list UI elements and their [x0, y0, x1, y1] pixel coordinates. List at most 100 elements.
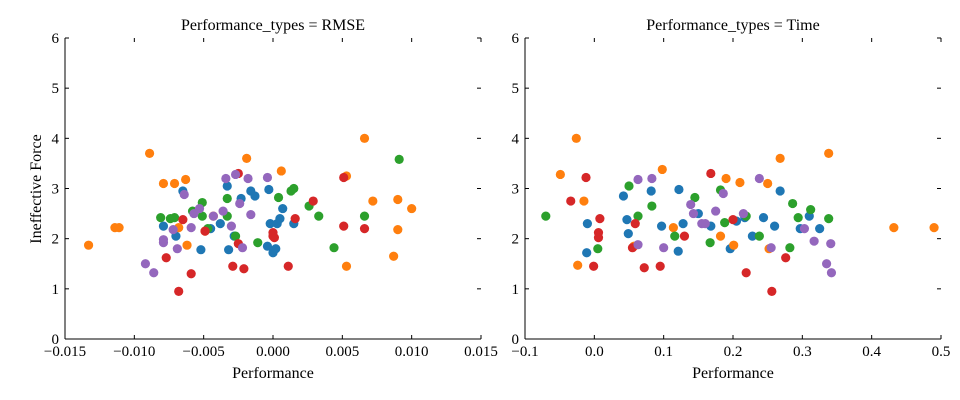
data-point-orange [824, 148, 834, 158]
data-point-purple [647, 173, 657, 184]
data-point-green [793, 212, 803, 223]
data-point-red [581, 172, 591, 183]
data-point-orange [242, 153, 252, 163]
data-point-purple [822, 259, 832, 269]
x-tick-label-rmse: −0.005 [183, 344, 225, 360]
data-point-red [741, 268, 751, 278]
data-point-green [230, 231, 241, 241]
data-point-purple [218, 206, 228, 216]
data-point-red [595, 214, 605, 224]
panel-title-time: Performance_types = Time [646, 17, 819, 34]
y-tick-label-rmse: 4 [52, 131, 60, 147]
data-point-red [283, 261, 293, 271]
y-axis-title: Ineffective Force [28, 134, 45, 243]
data-point-purple [194, 203, 205, 214]
data-point-green [624, 181, 634, 191]
data-point-red [228, 261, 238, 271]
data-point-orange [368, 196, 378, 206]
data-point-orange [555, 169, 565, 180]
data-point-red [308, 196, 318, 206]
data-point-orange [735, 177, 745, 188]
data-point-red [593, 233, 604, 243]
data-point-orange [715, 231, 726, 241]
y-tick-label-rmse: 0 [52, 332, 60, 348]
data-point-blue [656, 221, 667, 231]
data-point-purple [172, 244, 182, 254]
data-point-green [705, 238, 715, 248]
data-point-purple [633, 240, 643, 250]
data-point-green [720, 218, 730, 228]
data-point-purple [221, 173, 231, 184]
data-point-purple [826, 268, 837, 278]
data-point-purple [688, 208, 699, 219]
data-point-blue [618, 191, 629, 201]
data-point-green [824, 214, 834, 224]
data-point-orange [729, 240, 739, 250]
y-tick-label-time: 6 [512, 31, 520, 47]
data-point-purple [659, 243, 669, 253]
data-point-orange [393, 225, 403, 235]
y-tick-label-time: 3 [512, 182, 520, 198]
data-point-green [647, 201, 657, 211]
data-point-red [239, 264, 249, 274]
panel-title-rmse: Performance_types = RMSE [181, 17, 365, 34]
data-point-red [174, 286, 184, 296]
data-point-orange [657, 164, 667, 175]
data-point-purple [140, 259, 151, 269]
y-tick-label-time: 1 [512, 282, 520, 298]
data-point-green [670, 231, 680, 241]
panel-rmse: Performance_types = RMSE Performance Ine… [28, 17, 498, 382]
data-point-orange [389, 251, 399, 261]
data-point-red [161, 253, 171, 263]
x-tick-label-rmse: 0.000 [256, 344, 290, 360]
data-point-red [359, 224, 370, 234]
data-point-blue [278, 203, 288, 214]
data-point-purple [766, 243, 776, 253]
x-tick-label-time: 0.1 [654, 344, 673, 360]
x-tick-label-rmse: −0.010 [113, 344, 155, 360]
data-point-purple [809, 236, 819, 246]
data-point-blue [264, 184, 274, 195]
data-point-blue [673, 246, 683, 256]
data-point-blue [758, 212, 769, 223]
data-point-red [655, 261, 665, 271]
data-point-blue [674, 184, 684, 195]
x-tick-label-time: 0.3 [793, 344, 812, 360]
data-point-blue [262, 241, 273, 251]
data-point-blue [582, 219, 593, 229]
data-point-blue [622, 215, 632, 225]
data-point-purple [208, 211, 218, 221]
data-point-orange [721, 173, 731, 184]
data-point-purple [179, 189, 189, 200]
data-point-green [273, 192, 284, 203]
data-point-red [269, 233, 279, 243]
data-point-orange [763, 178, 773, 189]
y-tick-label-rmse: 2 [52, 232, 60, 248]
data-point-purple [754, 173, 764, 184]
data-point-orange [144, 148, 155, 158]
data-point-green [253, 238, 263, 248]
data-point-green [394, 154, 404, 165]
data-point-purple [711, 206, 721, 216]
data-point-orange [393, 194, 403, 205]
y-tick-label-time: 5 [512, 81, 520, 97]
data-point-orange [276, 166, 286, 176]
x-tick-label-time: −0.1 [511, 344, 538, 360]
data-point-purple [186, 223, 196, 233]
data-point-red [679, 231, 690, 241]
data-point-orange [169, 178, 180, 189]
data-point-green [785, 243, 795, 253]
data-point-green [754, 231, 764, 241]
data-point-red [639, 263, 649, 273]
data-point-purple [738, 208, 749, 219]
data-point-blue [815, 224, 825, 234]
data-point-blue [770, 221, 780, 231]
data-point-green [690, 192, 700, 203]
data-point-purple [243, 173, 253, 184]
data-point-green [806, 204, 816, 215]
data-point-red [566, 196, 576, 206]
data-point-green [329, 243, 339, 253]
data-point-blue [250, 191, 260, 201]
data-point-green [197, 211, 207, 221]
data-point-blue [275, 214, 285, 224]
